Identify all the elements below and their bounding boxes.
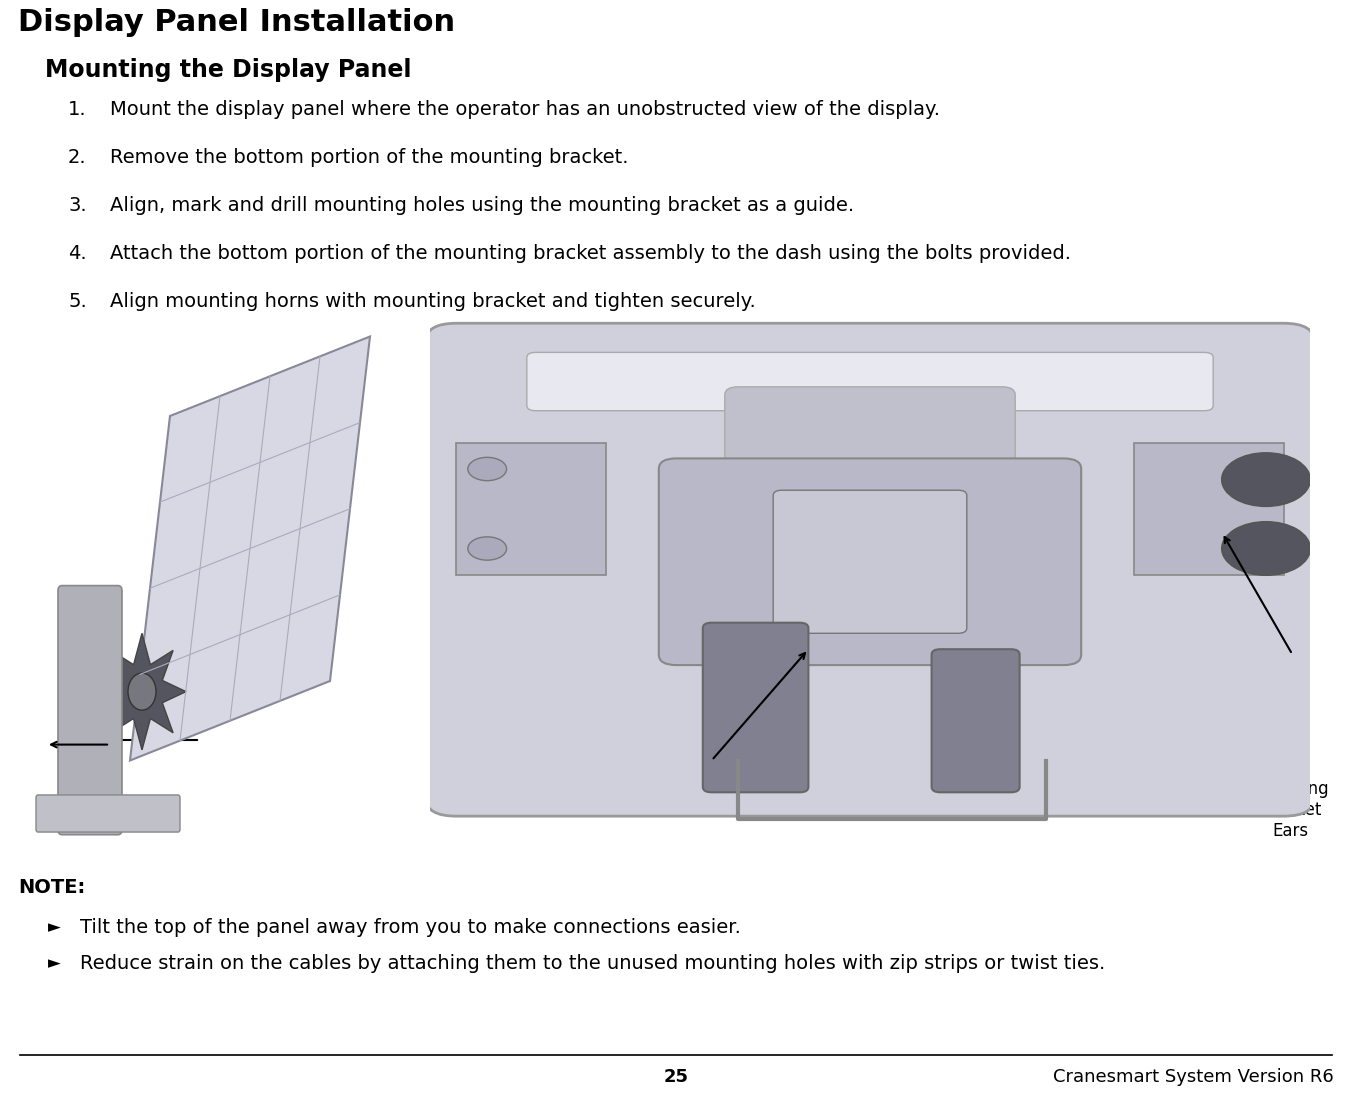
FancyBboxPatch shape (703, 622, 808, 792)
Circle shape (468, 457, 507, 480)
Text: Reduce strain on the cables by attaching them to the unused mounting holes with : Reduce strain on the cables by attaching… (80, 954, 1105, 973)
FancyBboxPatch shape (527, 353, 1213, 410)
Text: 25: 25 (664, 1068, 688, 1086)
Circle shape (128, 673, 155, 710)
Text: 4.: 4. (68, 244, 87, 263)
Circle shape (468, 537, 507, 560)
Text: Remove the bottom portion of the mounting bracket.: Remove the bottom portion of the mountin… (110, 147, 629, 167)
Text: Mounting
Bracket: Mounting Bracket (481, 780, 558, 818)
Text: Cranesmart System Version R6: Cranesmart System Version R6 (1053, 1068, 1334, 1086)
FancyBboxPatch shape (37, 795, 180, 832)
Text: Mounting
Bracket
Ears: Mounting Bracket Ears (1251, 780, 1329, 840)
Text: Align mounting horns with mounting bracket and tighten securely.: Align mounting horns with mounting brack… (110, 292, 756, 311)
Text: 1.: 1. (68, 100, 87, 119)
FancyBboxPatch shape (58, 586, 122, 835)
FancyBboxPatch shape (426, 323, 1314, 816)
Circle shape (1222, 454, 1310, 506)
Text: Display Panel Installation: Display Panel Installation (18, 8, 456, 37)
Polygon shape (130, 336, 370, 761)
Text: NOTE:: NOTE: (18, 878, 85, 897)
Text: Align, mark and drill mounting holes using the mounting bracket as a guide.: Align, mark and drill mounting holes usi… (110, 196, 854, 215)
Polygon shape (1134, 442, 1283, 574)
Text: Attach the bottom portion of the mounting bracket assembly to the dash using the: Attach the bottom portion of the mountin… (110, 244, 1071, 263)
FancyBboxPatch shape (773, 490, 967, 633)
FancyBboxPatch shape (658, 458, 1082, 665)
Text: Mounting the Display Panel: Mounting the Display Panel (45, 58, 411, 82)
Text: ►: ► (49, 954, 61, 971)
Text: 2.: 2. (68, 147, 87, 167)
Circle shape (1222, 522, 1310, 574)
Text: Tilt the top of the panel away from you to make connections easier.: Tilt the top of the panel away from you … (80, 918, 741, 937)
Text: Mount the display panel where the operator has an unobstructed view of the displ: Mount the display panel where the operat… (110, 100, 940, 119)
Polygon shape (97, 633, 187, 750)
FancyBboxPatch shape (932, 649, 1019, 792)
Text: ►: ► (49, 918, 61, 936)
Text: 3.: 3. (68, 196, 87, 215)
FancyBboxPatch shape (725, 387, 1015, 467)
Polygon shape (457, 442, 606, 574)
Text: 5.: 5. (68, 292, 87, 311)
